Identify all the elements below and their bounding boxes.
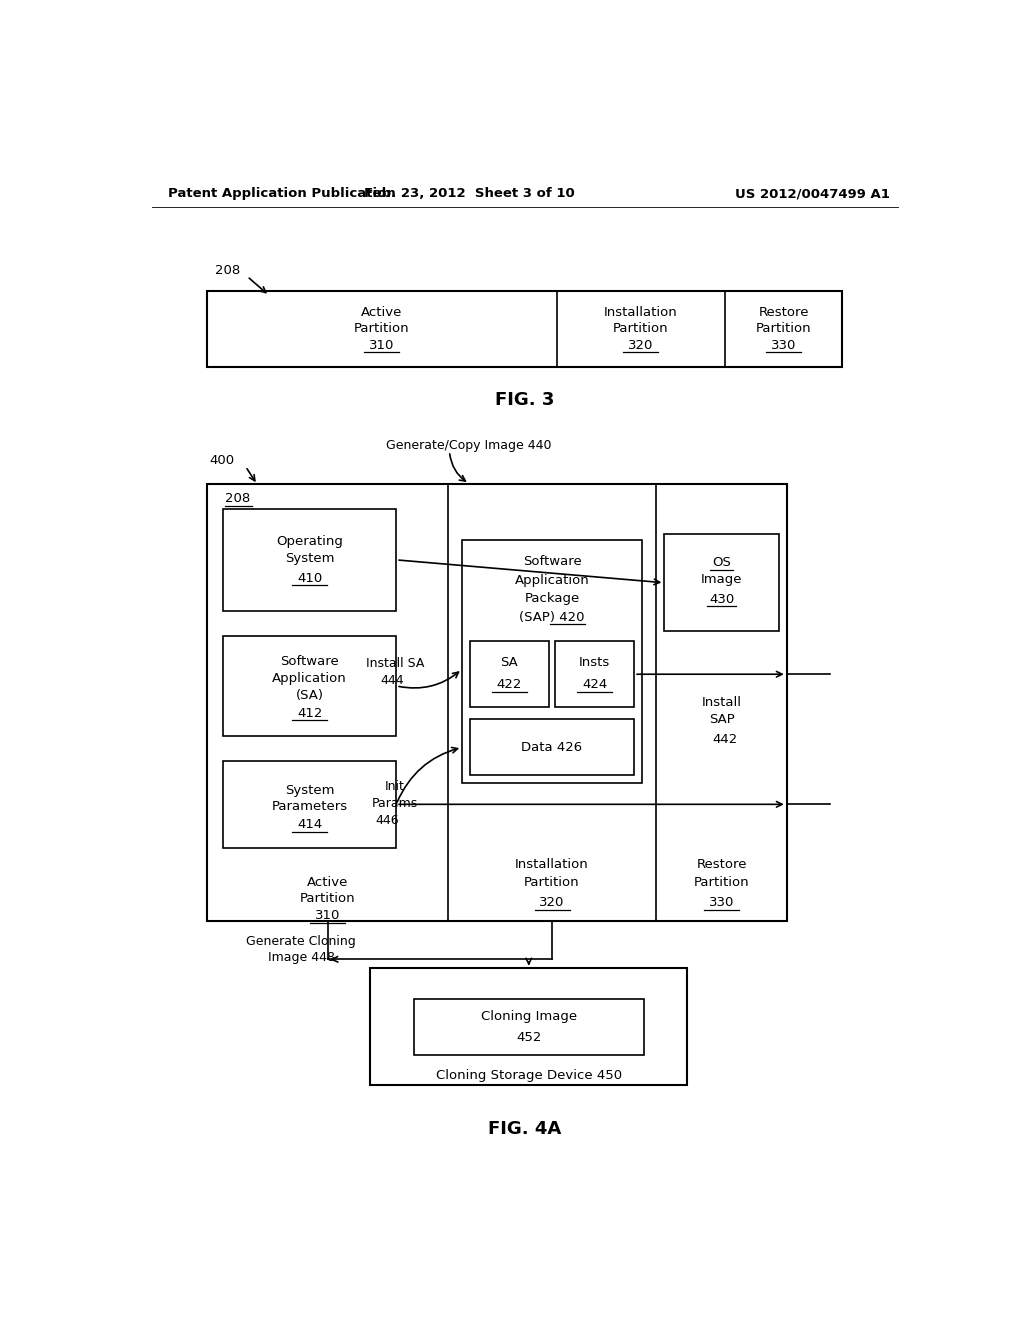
Text: Software: Software <box>281 655 339 668</box>
Bar <box>462 540 642 784</box>
Text: 410: 410 <box>297 572 323 585</box>
Text: Insts: Insts <box>579 656 610 668</box>
Text: 424: 424 <box>582 678 607 690</box>
Text: (SAP) 420: (SAP) 420 <box>519 611 585 624</box>
Text: 446: 446 <box>375 814 399 828</box>
Text: Cloning Image: Cloning Image <box>480 1010 577 1023</box>
Text: Init: Init <box>385 780 404 792</box>
Text: Partition: Partition <box>300 892 355 904</box>
Text: FIG. 4A: FIG. 4A <box>488 1121 561 1138</box>
Bar <box>370 969 687 1085</box>
Text: 310: 310 <box>370 339 394 352</box>
Text: Install SA: Install SA <box>366 657 424 671</box>
Bar <box>207 483 786 921</box>
Text: Image: Image <box>700 573 742 586</box>
Text: 430: 430 <box>709 593 734 606</box>
Text: SA: SA <box>501 656 518 668</box>
Text: Install: Install <box>701 696 741 709</box>
Text: 422: 422 <box>497 678 522 690</box>
Text: FIG. 3: FIG. 3 <box>496 391 554 409</box>
Text: Installation: Installation <box>604 306 678 319</box>
Text: SAP: SAP <box>709 713 734 726</box>
Text: 452: 452 <box>516 1031 542 1044</box>
Text: 444: 444 <box>381 675 404 688</box>
Text: Generate Cloning: Generate Cloning <box>246 935 356 948</box>
Bar <box>207 290 843 367</box>
Text: 412: 412 <box>297 706 323 719</box>
Text: Software: Software <box>522 556 582 569</box>
Text: Feb. 23, 2012  Sheet 3 of 10: Feb. 23, 2012 Sheet 3 of 10 <box>364 187 574 201</box>
Bar <box>470 719 634 775</box>
Text: Operating: Operating <box>276 535 343 548</box>
Text: Parameters: Parameters <box>271 800 348 813</box>
Text: Package: Package <box>524 591 580 605</box>
Text: Partition: Partition <box>524 875 580 888</box>
Text: Application: Application <box>272 672 347 685</box>
Text: 442: 442 <box>713 734 738 746</box>
Text: 310: 310 <box>315 909 340 923</box>
Bar <box>223 762 396 847</box>
Text: Data 426: Data 426 <box>521 741 583 754</box>
Bar <box>555 642 634 708</box>
Text: Restore: Restore <box>758 306 809 319</box>
Text: Restore: Restore <box>696 858 746 871</box>
Text: (SA): (SA) <box>296 689 324 701</box>
Text: 330: 330 <box>709 896 734 909</box>
Text: Patent Application Publication: Patent Application Publication <box>168 187 395 201</box>
Text: US 2012/0047499 A1: US 2012/0047499 A1 <box>735 187 890 201</box>
Text: Params: Params <box>372 797 418 809</box>
Text: OS: OS <box>712 556 731 569</box>
Text: 208: 208 <box>225 492 250 506</box>
Text: 414: 414 <box>297 818 323 832</box>
Text: Active: Active <box>361 306 402 319</box>
Text: 320: 320 <box>628 339 653 352</box>
Text: Partition: Partition <box>354 322 410 335</box>
Text: 400: 400 <box>209 454 234 467</box>
Text: Partition: Partition <box>756 322 811 335</box>
Text: Installation: Installation <box>515 858 589 871</box>
Text: Cloning Storage Device 450: Cloning Storage Device 450 <box>435 1069 622 1081</box>
Text: 330: 330 <box>771 339 797 352</box>
Text: Partition: Partition <box>693 875 750 888</box>
Bar <box>665 535 779 631</box>
Text: Image 448: Image 448 <box>267 950 335 964</box>
Text: Partition: Partition <box>612 322 669 335</box>
Text: System: System <box>285 552 335 565</box>
Text: Active: Active <box>307 875 348 888</box>
Bar <box>223 636 396 735</box>
Bar <box>414 999 644 1055</box>
Text: 320: 320 <box>540 896 565 909</box>
Text: 208: 208 <box>215 264 240 277</box>
Text: Application: Application <box>515 574 590 586</box>
Bar <box>470 642 549 708</box>
Bar <box>223 510 396 611</box>
Text: Generate/Copy Image 440: Generate/Copy Image 440 <box>386 438 552 451</box>
Text: System: System <box>285 784 335 796</box>
